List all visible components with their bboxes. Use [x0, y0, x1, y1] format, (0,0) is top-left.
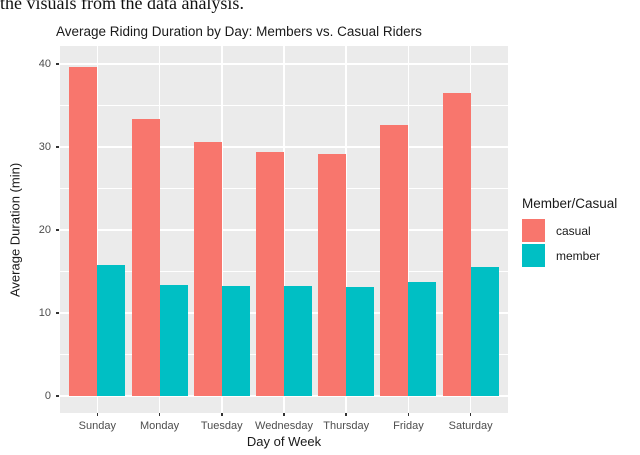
y-tick-mark-0: [56, 395, 59, 397]
gridline-x-sunday: [96, 46, 99, 413]
legend-item-member: member: [522, 244, 617, 267]
x-axis: Sunday Monday Tuesday Wednesday Thursday Frid…: [60, 413, 508, 435]
x-tick-mark-friday: [407, 413, 410, 416]
x-tick-label-wednesday: Wednesday: [255, 420, 313, 432]
bar-casual-saturday: [442, 93, 471, 396]
legend-item-casual: casual: [522, 219, 617, 242]
y-tick-label-0: 0: [44, 389, 51, 402]
gridline-x-saturday: [469, 46, 472, 413]
x-tick-label-saturday: Saturday: [448, 420, 493, 432]
y-axis: 0 10 20 30 40: [0, 46, 60, 413]
chart-title: Average Riding Duration by Day: Members …: [56, 24, 422, 39]
bar-member-wednesday: [284, 285, 312, 396]
x-tick-mark-wednesday: [283, 413, 285, 416]
x-tick-label-monday: Monday: [139, 420, 180, 432]
bar-member-tuesday: [221, 286, 250, 396]
x-tick-label-sunday: Sunday: [78, 420, 116, 432]
x-tick-mark-sunday: [96, 413, 99, 416]
bar-casual-friday: [380, 125, 409, 396]
y-tick-label-20: 20: [38, 223, 51, 236]
gridline-x-tuesday: [220, 46, 223, 413]
gridline-x-friday: [407, 46, 410, 413]
y-tick-mark-10: [56, 312, 59, 314]
legend: Member/Casual casual member: [522, 196, 617, 269]
bar-member-saturday: [470, 267, 499, 396]
legend-swatch-member: [522, 244, 545, 267]
legend-items: casual member: [522, 219, 617, 267]
y-tick-mark-30: [56, 146, 59, 148]
x-tick-label-thursday: Thursday: [323, 420, 370, 432]
bar-member-monday: [159, 284, 188, 396]
x-tick-label-friday: Friday: [393, 420, 424, 432]
x-tick-mark-tuesday: [220, 413, 223, 416]
x-tick-label-tuesday: Tuesday: [200, 420, 243, 432]
document-text: the visuals from the data analysis.: [0, 0, 244, 13]
x-tick-mark-monday: [158, 413, 161, 416]
legend-swatch-casual: [522, 219, 545, 242]
plot-panel: [60, 46, 508, 413]
gridline-x-thursday: [345, 46, 348, 413]
bar-casual-monday: [131, 118, 160, 396]
x-tick-mark-thursday: [345, 413, 348, 416]
bar-casual-sunday: [69, 67, 98, 396]
y-tick-mark-20: [56, 229, 59, 231]
bar-casual-wednesday: [256, 151, 284, 396]
bar-member-sunday: [97, 264, 126, 396]
bar-casual-tuesday: [193, 142, 222, 396]
y-tick-label-30: 30: [38, 140, 51, 153]
y-tick-label-10: 10: [38, 306, 51, 319]
bar-member-thursday: [346, 287, 375, 396]
legend-title: Member/Casual: [522, 196, 618, 211]
y-tick-mark-40: [56, 63, 59, 65]
bar-casual-thursday: [318, 153, 347, 396]
legend-label-member: member: [556, 248, 601, 263]
gridline-x-monday: [158, 46, 161, 413]
y-tick-label-40: 40: [38, 57, 51, 70]
x-axis-title: Day of Week: [246, 434, 322, 449]
bar-member-friday: [408, 282, 437, 396]
x-tick-mark-saturday: [469, 413, 472, 416]
legend-label-casual: casual: [556, 223, 591, 238]
